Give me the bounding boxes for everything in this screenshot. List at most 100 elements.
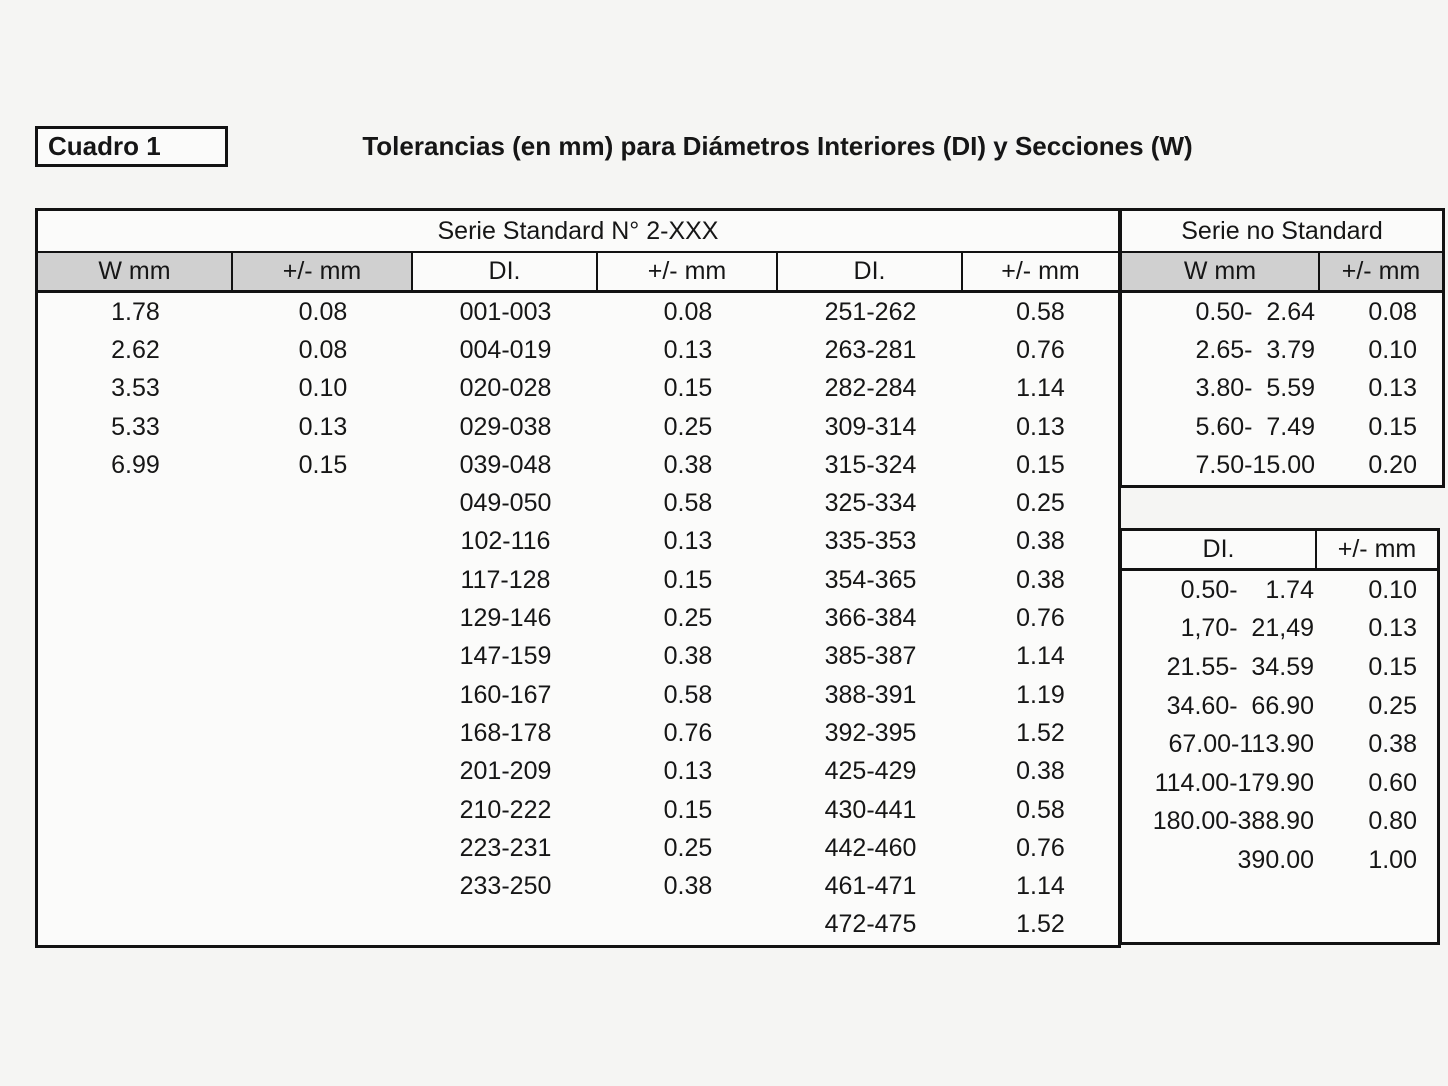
table-cell: 029-038 <box>459 412 552 441</box>
table-cell: 1.52 <box>1016 910 1065 939</box>
table-cell: 430-441 <box>824 795 917 824</box>
column-header: W mm <box>1122 253 1320 290</box>
table-cell: 6.99 <box>111 450 160 479</box>
table-cell <box>233 791 413 829</box>
column-header: +/- mm <box>1337 535 1417 563</box>
column-header: +/- mm <box>598 253 778 290</box>
table-cell <box>233 523 413 561</box>
table-cell: 0.08 <box>298 297 348 326</box>
table-cell: 201-209 <box>459 757 552 786</box>
serie-no-standard-table: Serie no Standard W mm +/- mm 0.50- 2.64 0… <box>1119 208 1445 488</box>
di-tolerances-table: DI. +/- mm 0.50- 1.74 0.10 1,70- 21,49 0.13 2… <box>1119 528 1440 945</box>
table-cell: 0.58 <box>663 489 713 518</box>
table-cell: 0.76 <box>1016 833 1065 862</box>
table-cell: 020-028 <box>459 374 552 403</box>
table-cell: 282-284 <box>824 374 917 403</box>
table-cell: 1.14 <box>1016 642 1065 671</box>
table-cell: 1.52 <box>1016 718 1065 747</box>
serie-no-standard-group-header: Serie no Standard <box>1122 211 1442 253</box>
serie-no-standard-table-body: 0.50- 2.64 0.08 2.65- 3.79 0.10 3.80- 5.59 0.… <box>1122 293 1442 485</box>
table-cell: 180.00-388.90 <box>1152 807 1314 836</box>
table-cell: 0.08 <box>1368 297 1417 326</box>
table-cell: 0.58 <box>1016 297 1065 326</box>
table-cell: 0.38 <box>1368 730 1417 759</box>
table-cell: 0.15 <box>1368 652 1417 681</box>
table-cell: 147-159 <box>459 642 552 671</box>
table-cell: 0.13 <box>1016 412 1065 441</box>
table-cell: 325-334 <box>824 489 917 518</box>
table-label: Cuadro 1 <box>48 131 161 161</box>
table-cell <box>38 638 233 676</box>
table-cell: 67.00-113.90 <box>1168 730 1315 759</box>
table-cell: 0.38 <box>663 642 713 671</box>
table-cell: 0.13 <box>298 412 348 441</box>
table-cell: 210-222 <box>459 795 552 824</box>
table-cell: 0.25 <box>663 833 713 862</box>
table-cell: 5.33 <box>111 412 160 441</box>
table-cell: 0.38 <box>663 450 713 479</box>
table-cell <box>233 829 413 867</box>
table-cell: 114.00-179.90 <box>1154 768 1314 797</box>
table-cell <box>233 906 413 944</box>
table-cell: 392-395 <box>824 718 917 747</box>
table-cell: 3.80- 5.59 <box>1195 374 1315 403</box>
table-cell: 0.58 <box>1016 795 1065 824</box>
table-cell: 0.38 <box>1016 757 1065 786</box>
table-cell: 0.15 <box>663 374 713 403</box>
table-cell: 1.78 <box>111 297 160 326</box>
table-cell <box>38 714 233 752</box>
table-cell: 0.15 <box>1368 412 1417 441</box>
column-header: W mm <box>38 253 233 290</box>
table-cell: 102-116 <box>460 527 551 556</box>
table-cell: 442-460 <box>824 833 917 862</box>
table-cell: 335-353 <box>824 527 917 556</box>
table-cell <box>233 867 413 905</box>
table-cell: 0.50- 1.74 <box>1180 575 1314 604</box>
table-cell: 0.38 <box>1016 565 1065 594</box>
table-cell: 233-250 <box>459 872 552 901</box>
table-cell: 160-167 <box>459 680 552 709</box>
table-cell: 117-128 <box>460 565 551 594</box>
table-cell: 004-019 <box>459 335 552 364</box>
table-cell <box>233 714 413 752</box>
table-cell: 0.38 <box>663 872 713 901</box>
table-cell <box>233 599 413 637</box>
table-cell: 0.13 <box>663 335 713 364</box>
table-cell: 0.08 <box>663 297 713 326</box>
table-cell <box>233 484 413 522</box>
table-cell <box>38 484 233 522</box>
column-header: DI. <box>413 253 598 290</box>
table-cell <box>38 867 233 905</box>
column-header: DI. <box>1122 531 1317 568</box>
table-cell <box>38 599 233 637</box>
table-cell: 0.25 <box>1368 691 1417 720</box>
table-cell: 472-475 <box>824 910 917 939</box>
table-cell <box>38 829 233 867</box>
table-cell: 1.14 <box>1016 872 1065 901</box>
table-cell: 315-324 <box>824 450 917 479</box>
serie-standard-column-header-row: W mm +/- mm DI. +/- mm DI. +/- mm <box>38 253 1118 293</box>
table-cell: 049-050 <box>459 489 552 518</box>
table-cell <box>38 676 233 714</box>
table-cell: 0.10 <box>1368 575 1417 604</box>
table-cell: 461-471 <box>824 872 917 901</box>
table-cell: 0.15 <box>663 565 713 594</box>
table-cell <box>38 561 233 599</box>
column-header: +/- mm <box>1320 253 1442 290</box>
table-cell: 7.50-15.00 <box>1195 451 1315 480</box>
table-cell: 0.60 <box>1368 768 1417 797</box>
serie-standard-table: Serie Standard N° 2-XXX W mm +/- mm DI. +/-… <box>35 208 1121 948</box>
table-cell: 0.80 <box>1368 807 1417 836</box>
table-cell: 5.60- 7.49 <box>1195 412 1315 441</box>
document-title: Tolerancias (en mm) para Diámetros Inter… <box>362 131 1193 161</box>
table-cell: 2.62 <box>111 335 160 364</box>
table-cell: 1.00 <box>1368 845 1417 874</box>
column-header: +/- mm <box>233 253 413 290</box>
table-cell: 0.13 <box>1368 374 1417 403</box>
table-cell: 0.76 <box>1016 335 1065 364</box>
di-tolerances-table-body: 0.50- 1.74 0.10 1,70- 21,49 0.13 21.55- 34.5… <box>1122 571 1437 880</box>
table-cell: 0.13 <box>663 757 713 786</box>
table-cell <box>233 676 413 714</box>
table-cell: 0.15 <box>1016 450 1065 479</box>
table-cell: 1.14 <box>1016 374 1065 403</box>
